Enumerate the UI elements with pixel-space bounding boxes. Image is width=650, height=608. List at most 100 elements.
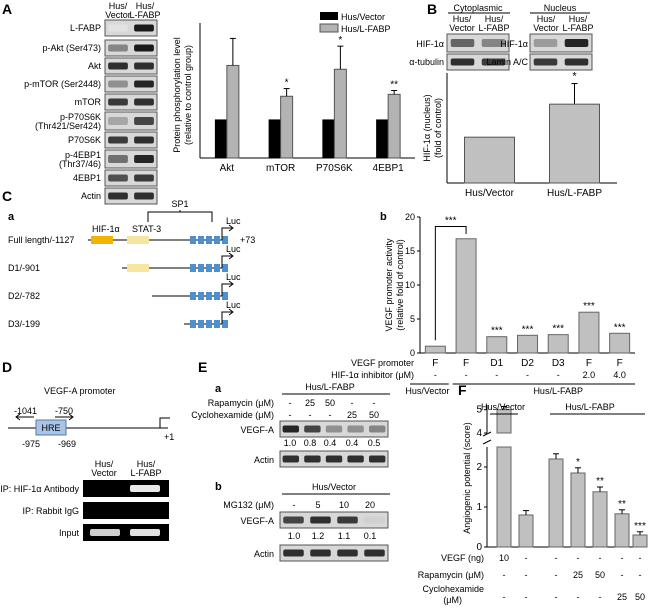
blot-label: HIF-1α — [500, 39, 528, 49]
blot-a-9-band — [108, 192, 128, 200]
a-bar-Hus/L-FABP — [226, 64, 240, 159]
f-row-label: Rapamycin (μM) — [418, 570, 484, 580]
blot-label: Lamin A/C — [486, 57, 528, 67]
cb-xtick: F — [586, 358, 592, 369]
a-sig: * — [285, 78, 289, 89]
f-row-label: Cyclohexamide — [422, 584, 484, 594]
blot-ea-actin-band — [304, 455, 321, 463]
cb-sig: *** — [583, 301, 595, 312]
blot-label: HIF-1α — [416, 39, 444, 49]
ca-tss-arrow — [221, 283, 232, 296]
blot-ea-vegf-band — [368, 425, 386, 433]
ca-sp1-box — [198, 264, 204, 272]
ca-hif-label: HIF-1α — [92, 224, 120, 234]
blot-a-3-strip — [104, 75, 158, 93]
a-ylabel: Protein phosphorylation level — [172, 37, 182, 153]
f-rapamycin: - — [525, 570, 528, 580]
f-bar-upper — [496, 409, 512, 434]
cb-row-label: HIF-1α inhibitor (μM) — [331, 370, 414, 380]
b-lane-header: Vector — [449, 23, 475, 33]
ca-sp1-box — [190, 320, 196, 328]
d-hre-box — [35, 419, 67, 436]
cb-inhibitor: - — [557, 370, 560, 380]
f-axis-break — [482, 431, 492, 437]
cb-inhibitor: - — [526, 370, 529, 380]
ca-hif-box — [91, 236, 113, 244]
cb-bar — [609, 332, 631, 354]
blot-a-0-band — [108, 24, 128, 32]
b-xtick: Hus/L-FABP — [547, 188, 602, 199]
blot-b-tubulin-band — [450, 58, 475, 66]
ca-construct-label: D3/-199 — [8, 319, 40, 329]
blot-a-7-band — [108, 155, 128, 163]
blot-label: p-P70S6K — [60, 112, 101, 122]
cb-bar — [455, 238, 477, 354]
d-pos: +1 — [164, 432, 174, 442]
f-sig: *** — [634, 521, 646, 532]
cb-comparison-sig: *** — [445, 216, 457, 227]
b-lane-header: Hus/ — [537, 14, 556, 24]
d-pos: -969 — [58, 439, 76, 449]
blot-a-3-band — [134, 80, 154, 88]
cb-sub: b — [380, 211, 387, 223]
ca-stat-box — [127, 236, 149, 244]
blot-eb-actin-band — [310, 549, 331, 557]
blot-a-5-band — [108, 117, 128, 125]
ca-sp1-box — [222, 264, 228, 272]
f-ylabel: Angiogenic potential (score) — [462, 422, 472, 534]
blot-a-4-band — [134, 98, 154, 106]
ca-sp1-box — [206, 264, 212, 272]
f-cyclohexamide: 50 — [635, 592, 645, 602]
b-ylabel: HIF-1α (nucleus) — [422, 94, 432, 161]
cb-ytick-label: 10 — [405, 280, 415, 290]
a-xtick: P70S6K — [316, 163, 353, 174]
cb-sig: *** — [522, 324, 534, 335]
b-ylabel: (fold of control) — [433, 98, 443, 158]
blot-eb-vegf-band — [337, 516, 358, 524]
f-vegf: - — [621, 553, 624, 563]
f-row-label: (μM) — [443, 595, 462, 605]
ca-luc-label: Luc — [226, 216, 241, 226]
a-legend-label: Hus/L-FABP — [341, 24, 391, 34]
blot-b-lamin-strip — [529, 53, 593, 71]
eb-mg132: - — [293, 500, 296, 510]
eb-mg132: 10 — [339, 500, 349, 510]
blot-label: (Thr421/Ser424) — [35, 121, 101, 131]
blot-eb-vegf-strip — [279, 511, 389, 529]
d-lane-header: L-FABP — [130, 468, 161, 478]
cb-row-label: VEGF promoter — [351, 358, 414, 368]
f-rapamycin: - — [639, 570, 642, 580]
d-tss-arrow — [159, 417, 170, 428]
cb-xtick: D2 — [521, 358, 534, 369]
ca-sp1-box — [198, 292, 204, 300]
blot-label: p-mTOR (Ser2448) — [24, 79, 101, 89]
ca-stat-label: STAT-3 — [132, 224, 161, 234]
f-row-label: VEGF (ng) — [441, 553, 484, 563]
blot-label: Akt — [88, 61, 102, 71]
cb-inhibitor: - — [495, 370, 498, 380]
a-legend-label: Hus/Vector — [341, 12, 385, 22]
blot-eb-vegf-band — [283, 516, 304, 524]
blot-eb-actin-strip — [279, 544, 389, 562]
d-pos: -1041 — [14, 406, 37, 416]
f-vegf: - — [577, 553, 580, 563]
a-bar-Hus/L-FABP — [333, 68, 347, 159]
f-vegf: - — [599, 553, 602, 563]
eb-treat-label: MG132 (μM) — [223, 500, 274, 510]
cb-inhibitor: 2.0 — [583, 370, 596, 380]
blot-b-tubulin-band — [481, 58, 506, 66]
ca-sp1-box — [214, 320, 220, 328]
ca-sp1-box — [190, 264, 196, 272]
f-vegf: 10 — [499, 553, 509, 563]
f-group-label: Hus/L-FABP — [565, 402, 615, 412]
b-bar — [464, 136, 515, 184]
blot-eb-actin-band — [283, 549, 304, 557]
f-cyclohexamide: - — [577, 592, 580, 602]
f-ytick-label: 5 — [476, 405, 482, 416]
blot-ea-actin-band — [282, 455, 300, 463]
a-xtick: mTOR — [266, 163, 295, 174]
ea-treat-label: Cyclohexamide (μM) — [191, 410, 274, 420]
cb-ytick-label: 0 — [410, 348, 415, 358]
d-primer-arrowhead — [15, 413, 21, 421]
f-ytick-label: 2 — [476, 462, 482, 473]
